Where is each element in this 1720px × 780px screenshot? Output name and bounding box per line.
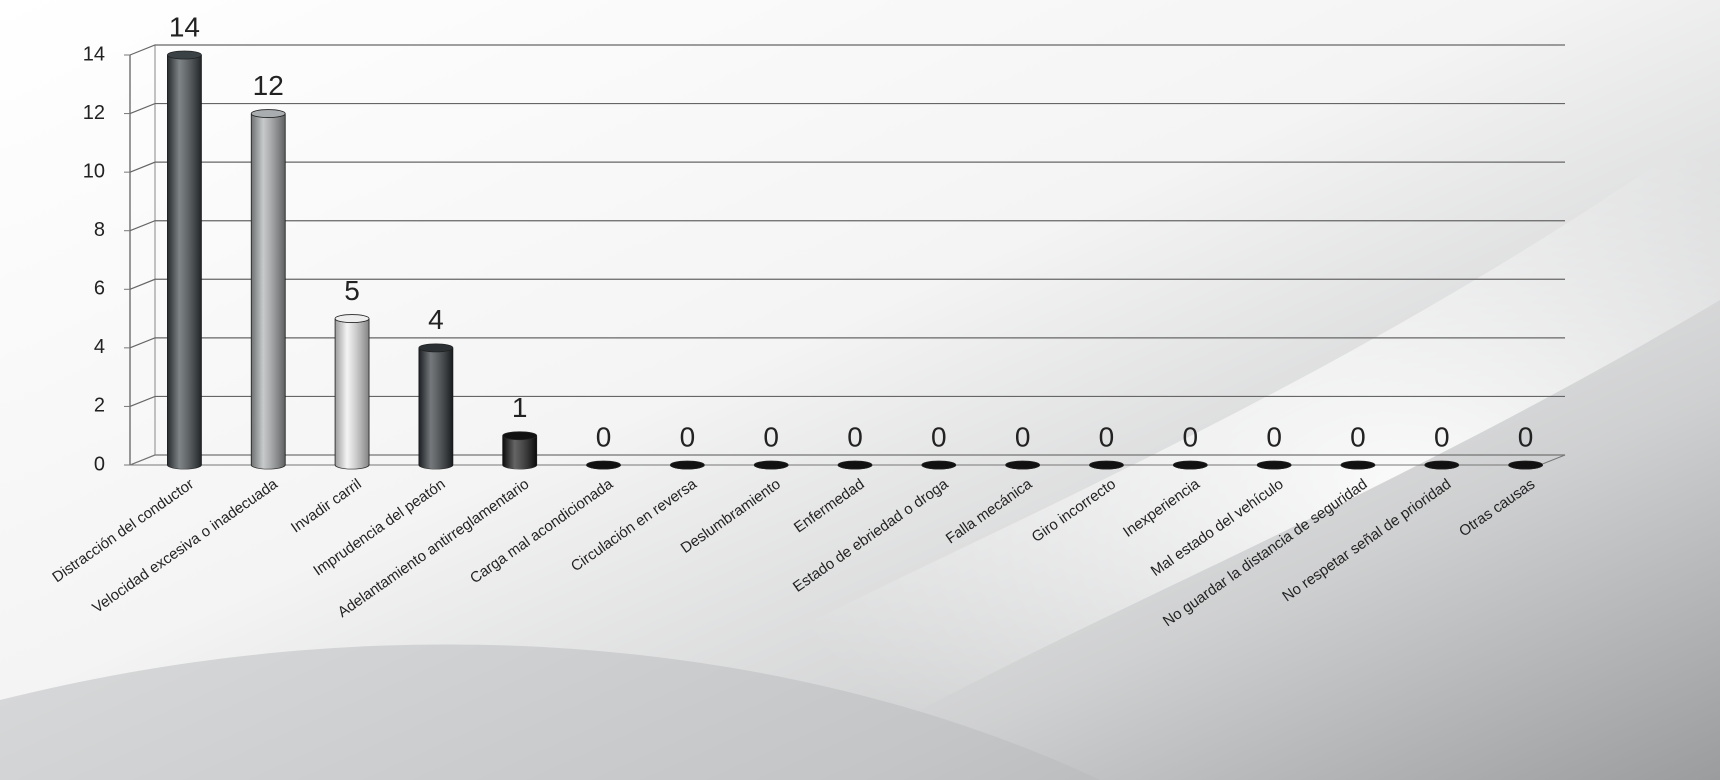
floor — [129, 454, 1566, 466]
bar-top — [250, 109, 286, 118]
bar-top — [753, 460, 789, 470]
value-label: 0 — [1266, 421, 1282, 452]
bar-top — [837, 460, 873, 470]
bar-group — [334, 314, 370, 470]
value-label: 0 — [596, 421, 612, 452]
value-label: 0 — [1350, 421, 1366, 452]
grid-line — [129, 102, 1565, 115]
background-swirl — [0, 644, 1100, 780]
bar-top — [1005, 460, 1041, 470]
bar-group — [250, 109, 286, 470]
bar-top — [1172, 460, 1208, 470]
bar-top — [334, 314, 370, 323]
bar-top — [167, 50, 202, 60]
bar-top — [1256, 460, 1292, 470]
bar-top — [502, 431, 538, 441]
bar-group — [418, 343, 454, 470]
bar-top — [921, 460, 957, 470]
value-label: 0 — [763, 421, 779, 452]
y-tick-label: 10 — [83, 160, 105, 182]
value-label: 0 — [1434, 421, 1450, 452]
bar-top — [669, 460, 705, 470]
value-label: 4 — [428, 304, 444, 335]
bar-shade — [251, 113, 286, 470]
y-tick-label: 6 — [94, 278, 105, 300]
grid-line — [129, 337, 1565, 349]
bar-group — [1089, 460, 1124, 470]
bar-group — [921, 460, 957, 470]
grid-line — [129, 395, 1565, 407]
grid-line — [129, 220, 1565, 232]
value-label: 14 — [169, 11, 200, 42]
value-label: 1 — [512, 392, 528, 423]
value-label: 0 — [1518, 421, 1534, 452]
y-tick-label: 2 — [94, 395, 105, 417]
bar-group — [1340, 460, 1376, 470]
bar-group — [837, 460, 873, 470]
value-label: 12 — [253, 70, 284, 101]
bar-shade — [502, 435, 537, 469]
bar-group — [753, 460, 789, 470]
y-tick-label: 12 — [83, 102, 105, 124]
grid-line — [129, 278, 1565, 290]
value-label: 0 — [1183, 421, 1199, 452]
bar-top — [1424, 460, 1460, 470]
value-label: 5 — [344, 275, 360, 306]
bar-top — [1089, 460, 1124, 470]
bar-shade — [335, 318, 370, 469]
bar-group — [1256, 460, 1292, 470]
bar-top — [418, 343, 454, 353]
y-tick-label: 14 — [83, 43, 105, 65]
bar-group — [1424, 460, 1460, 470]
bar-shade — [167, 55, 202, 469]
bar-group — [502, 431, 538, 470]
bar-group — [167, 50, 202, 470]
bar-shade — [418, 347, 453, 469]
y-tick-label: 8 — [94, 219, 105, 241]
bar-group — [586, 460, 621, 470]
value-label: 0 — [931, 421, 947, 452]
value-label: 0 — [1099, 421, 1115, 452]
y-tick-label: 0 — [94, 453, 105, 475]
bar-top — [1340, 460, 1376, 470]
value-label: 0 — [1015, 421, 1031, 452]
y-tick-label: 4 — [94, 336, 105, 358]
value-label: 0 — [847, 421, 863, 452]
grid-line — [129, 161, 1565, 173]
bar-group — [1005, 460, 1041, 470]
grid-line — [129, 44, 1565, 56]
bar-group — [1508, 460, 1543, 470]
bar-group — [669, 460, 705, 470]
value-label: 0 — [680, 421, 696, 452]
bar-group — [1172, 460, 1208, 470]
bar-top — [1508, 460, 1543, 470]
bar-top — [586, 460, 621, 470]
